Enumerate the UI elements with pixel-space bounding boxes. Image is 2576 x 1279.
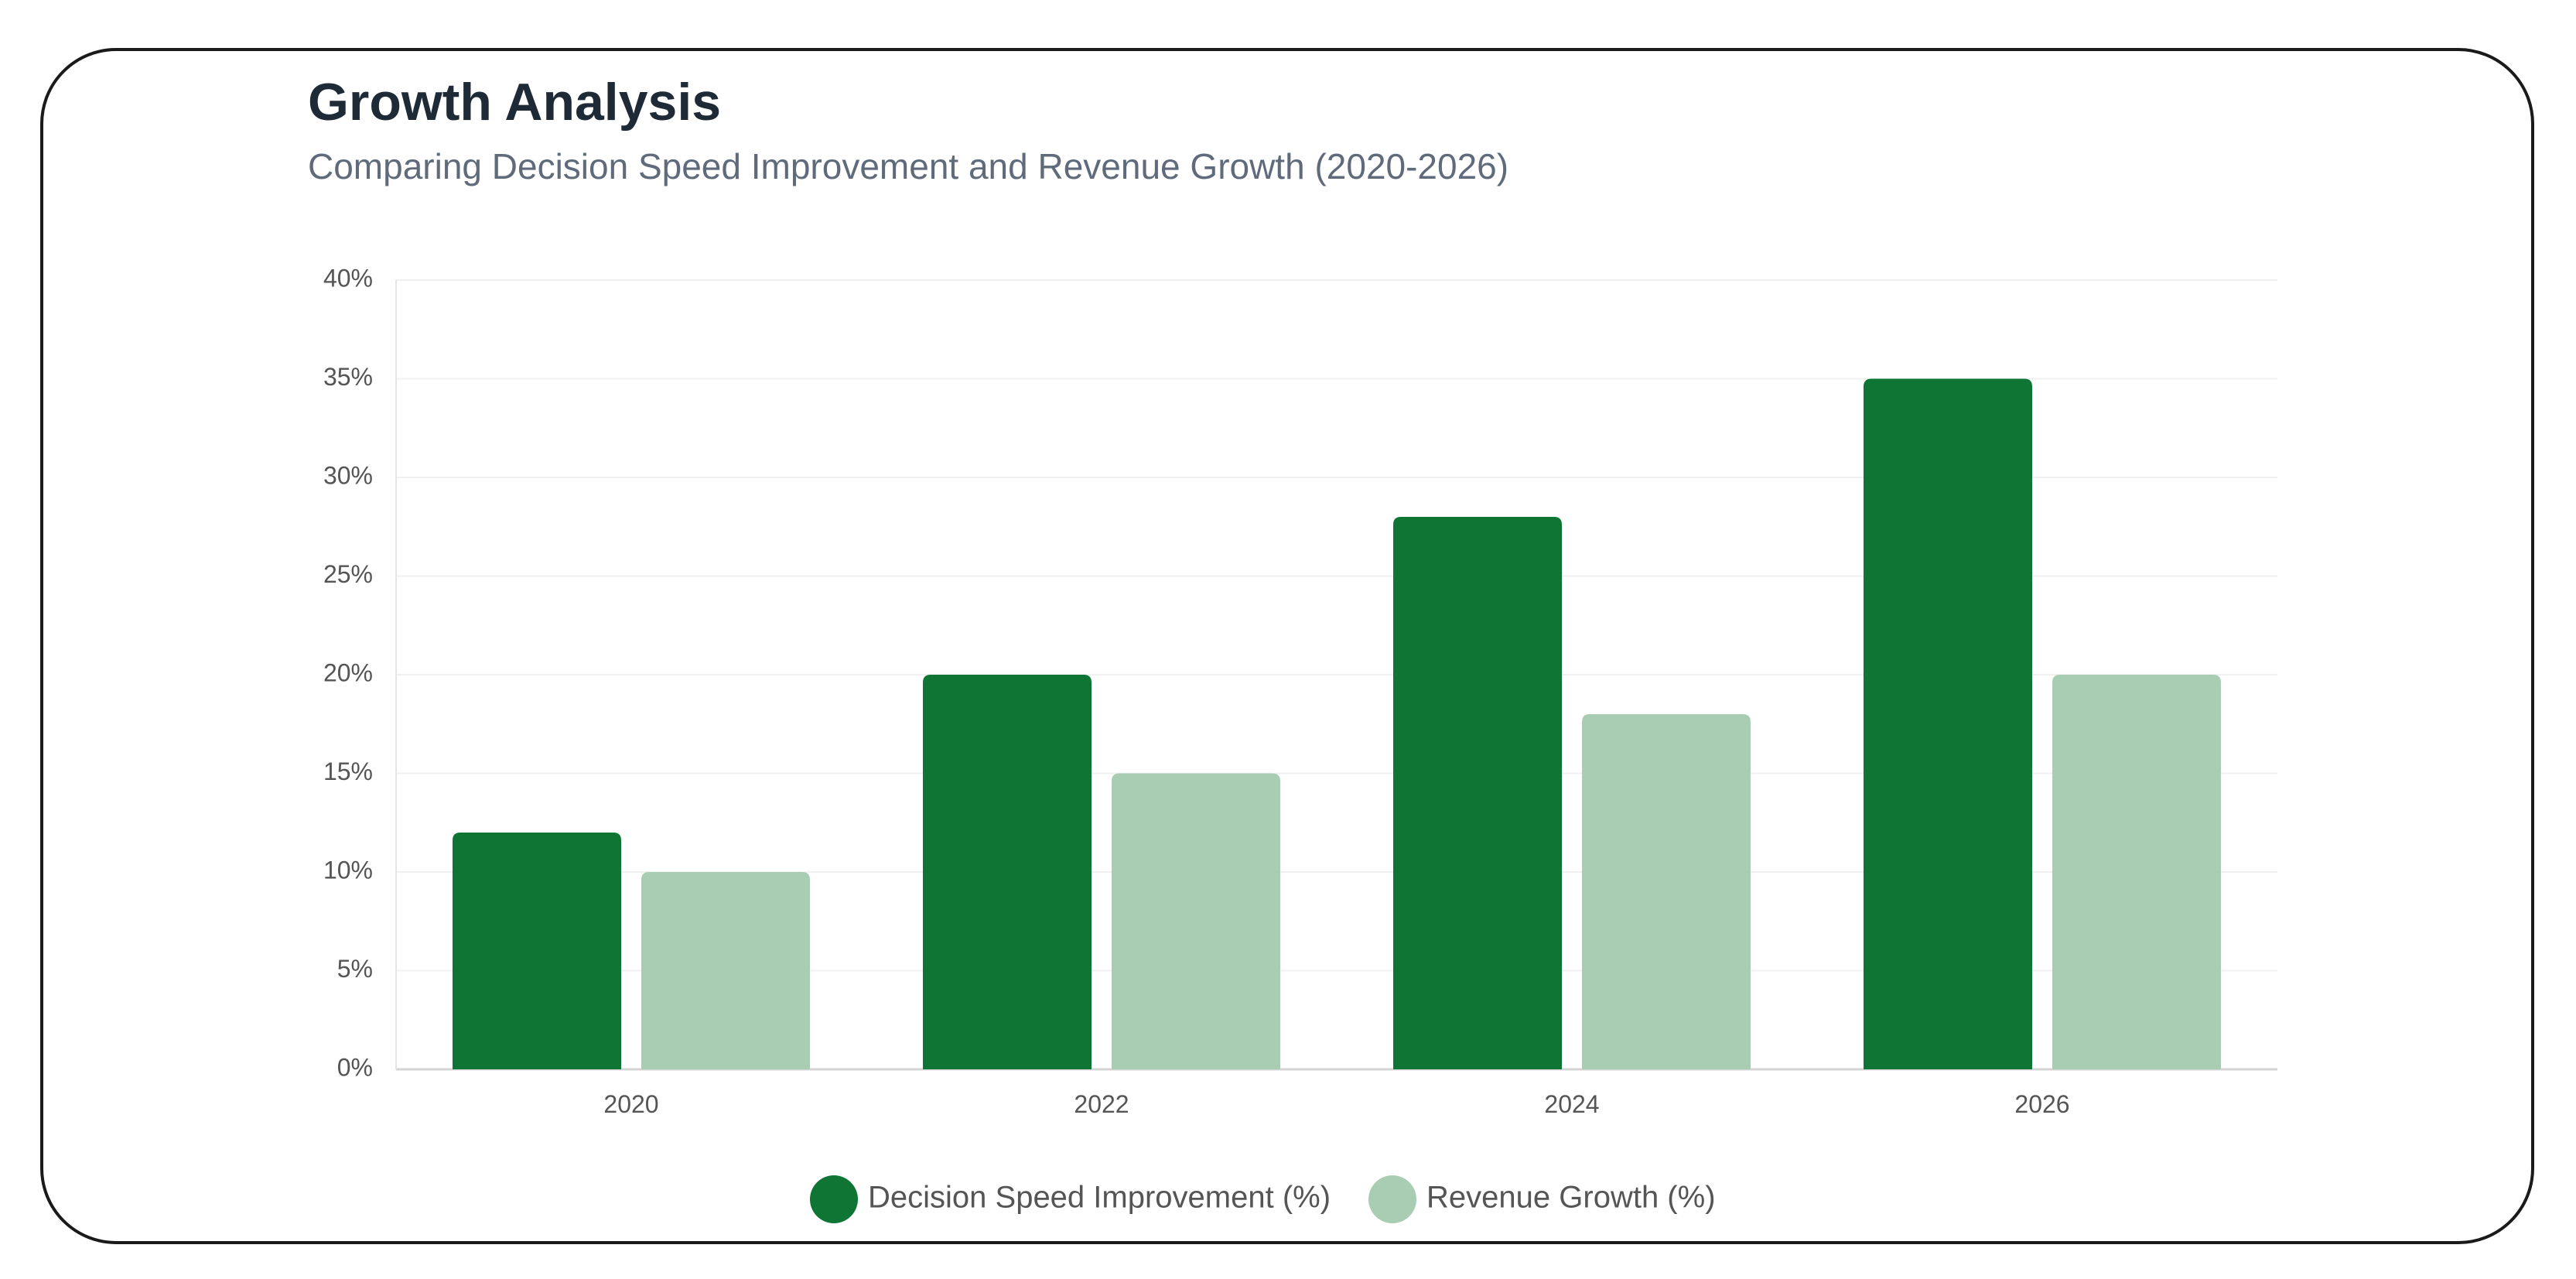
legend-swatch (810, 1175, 858, 1223)
page-subtitle: Comparing Decision Speed Improvement and… (308, 146, 1509, 186)
bar-revenue-growth-2026[interactable] (2052, 675, 2221, 1069)
y-axis: 0% 5% 10% 15% 20% 25% 30% 35% 40% (323, 264, 397, 1081)
y-tick-label: 15% (323, 757, 373, 785)
x-axis: 2020 2022 2024 2026 (603, 1090, 2069, 1118)
x-tick-label: 2024 (1544, 1090, 1599, 1118)
bar-decision-speed-2020[interactable] (453, 833, 621, 1069)
x-tick-label: 2022 (1074, 1090, 1129, 1118)
page-title: Growth Analysis (308, 73, 722, 132)
bar-revenue-growth-2024[interactable] (1582, 714, 1751, 1069)
bar-revenue-growth-2020[interactable] (641, 872, 810, 1069)
x-tick-label: 2020 (603, 1090, 658, 1118)
y-tick-label: 25% (323, 560, 373, 588)
y-tick-label: 30% (323, 461, 373, 489)
y-tick-label: 20% (323, 658, 373, 686)
x-tick-label: 2026 (2014, 1090, 2069, 1118)
bar-decision-speed-2024[interactable] (1393, 517, 1562, 1069)
bar-decision-speed-2026[interactable] (1864, 378, 2032, 1070)
legend-label: Revenue Growth (%) (1426, 1181, 1715, 1215)
chart-bars (453, 378, 2221, 1070)
legend-swatch (1368, 1175, 1417, 1223)
y-tick-label: 35% (323, 363, 373, 391)
legend-item-decision-speed[interactable]: Decision Speed Improvement (%) (810, 1175, 1331, 1223)
bar-revenue-growth-2022[interactable] (1112, 773, 1280, 1070)
bar-decision-speed-2022[interactable] (923, 675, 1092, 1069)
legend-item-revenue-growth[interactable]: Revenue Growth (%) (1368, 1175, 1716, 1223)
y-tick-label: 0% (337, 1053, 373, 1081)
chart-legend: Decision Speed Improvement (%) Revenue Gr… (810, 1175, 1716, 1223)
y-tick-label: 5% (337, 955, 373, 983)
legend-label: Decision Speed Improvement (%) (868, 1181, 1331, 1215)
y-tick-label: 40% (323, 264, 373, 292)
y-tick-label: 10% (323, 856, 373, 884)
